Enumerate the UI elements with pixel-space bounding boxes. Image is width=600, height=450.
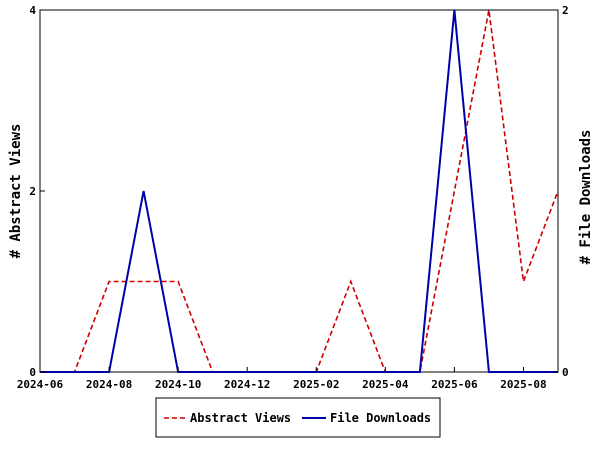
x-tick-label: 2025-08 (500, 378, 546, 391)
plot-area-border (39, 9, 559, 373)
y-tick-label-left: 4 (29, 4, 36, 17)
x-tick-label: 2025-02 (293, 378, 339, 391)
y-tick-label-right: 0 (562, 366, 569, 379)
legend-box (155, 397, 441, 438)
x-tick-label: 2024-08 (86, 378, 132, 391)
x-tick-label: 2024-12 (224, 378, 270, 391)
legend-label-abstract-views: Abstract Views (190, 411, 291, 425)
series-line-file-downloads (40, 9, 558, 373)
x-tick-label: 2025-04 (362, 378, 409, 391)
y-axis-title-left: # Abstract Views (8, 124, 24, 259)
y-tick-label-left: 0 (29, 366, 36, 379)
legend: Abstract Views File Downloads (155, 397, 441, 438)
x-tick-label: 2024-10 (155, 378, 201, 391)
y-axis-title-right: # File Downloads (578, 130, 594, 265)
y-tick-label-right: 2 (562, 4, 569, 17)
legend-label-file-downloads: File Downloads (330, 411, 431, 425)
x-tick-label: 2024-06 (17, 378, 64, 391)
series-line-abstract-views (40, 9, 559, 373)
y-tick-label-left: 2 (29, 185, 36, 198)
x-tick-label: 2025-06 (431, 378, 478, 391)
